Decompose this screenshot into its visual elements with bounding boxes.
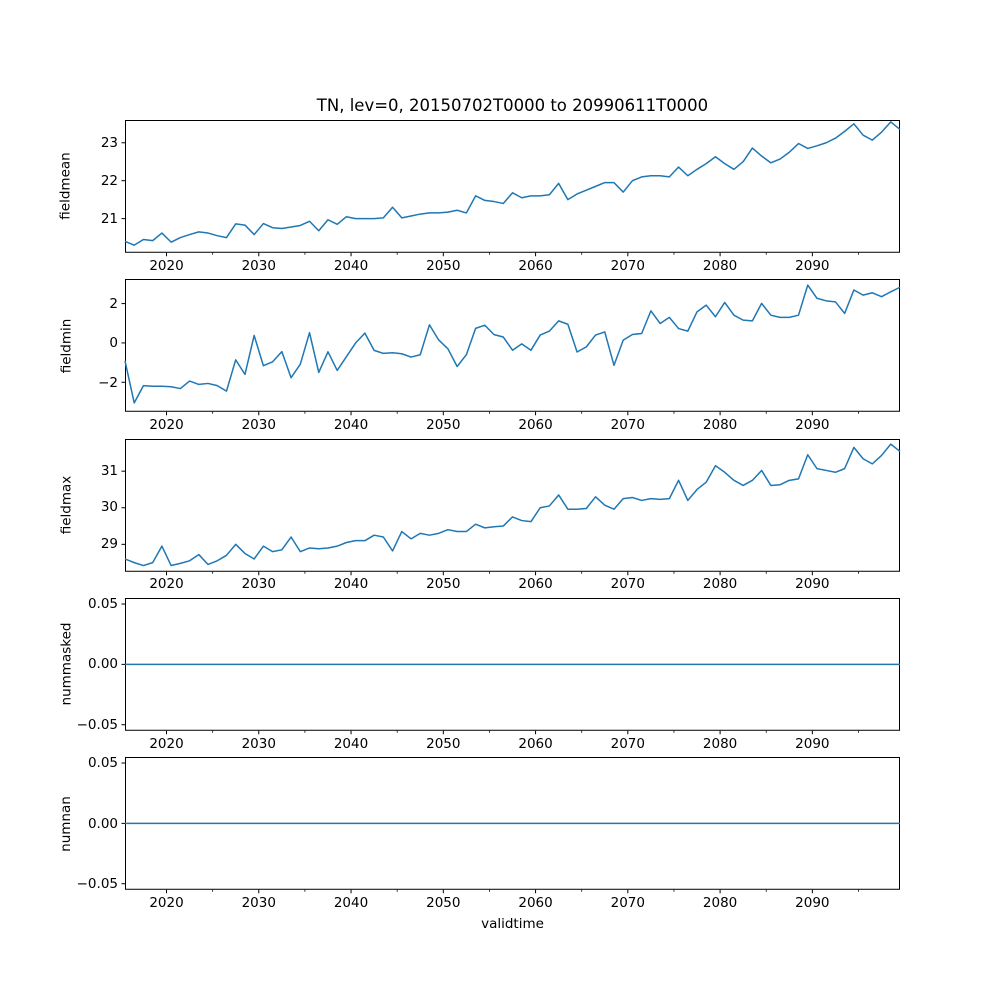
- y-axis-label-fieldmean: fieldmean: [54, 120, 78, 253]
- x-tick-label: 2030: [241, 257, 276, 274]
- x-tick-label: 2080: [702, 576, 738, 593]
- line-fieldmax: [124, 442, 901, 566]
- subplot-fieldmax: [121, 438, 901, 575]
- x-tick-label: 2050: [426, 257, 461, 274]
- x-tick-label: 2030: [241, 417, 276, 434]
- x-tick-label: 2090: [795, 417, 830, 434]
- x-tick-label: 2030: [241, 576, 276, 593]
- x-tick-label: 2050: [426, 735, 461, 752]
- y-tick-label: 23: [100, 134, 118, 151]
- subplot-numnan: [121, 757, 900, 894]
- x-tick-label: 2080: [702, 257, 738, 274]
- x-tick-label: 2020: [149, 895, 184, 911]
- y-tick-label: 0.05: [87, 595, 118, 612]
- figure-title: TN, lev=0, 20150702T0000 to 20990611T000…: [316, 96, 709, 115]
- x-tick-label: 2040: [333, 895, 369, 911]
- x-tick-label: 2070: [610, 257, 645, 274]
- y-axis-label-text: fieldmax: [58, 475, 75, 535]
- x-tick-label: 2030: [241, 735, 276, 752]
- x-tick-label: 2060: [518, 895, 553, 911]
- y-axis-label-text: numnan: [58, 795, 74, 852]
- x-tick-label: 2060: [518, 735, 553, 752]
- x-axis-label: validtime: [481, 916, 544, 932]
- x-tick-label: 2090: [795, 576, 830, 593]
- x-tick-label: 2040: [333, 257, 369, 274]
- y-tick-label: 0.00: [87, 815, 118, 832]
- x-tick-label: 2060: [518, 417, 553, 434]
- y-tick-label: −0.05: [76, 716, 118, 733]
- x-tick-label: 2070: [610, 895, 645, 911]
- x-tick-label: 2020: [149, 735, 184, 752]
- subplot-fieldmean: [121, 120, 901, 257]
- y-tick-label: 21: [100, 210, 118, 227]
- y-tick-label: 0.05: [87, 755, 118, 772]
- y-tick-label: 31: [100, 462, 118, 479]
- y-tick-label: 29: [100, 535, 118, 552]
- y-axis-label-text: nummasked: [58, 622, 74, 706]
- x-tick-label: 2060: [518, 576, 553, 593]
- y-tick-label: 0.00: [87, 656, 118, 673]
- y-tick-label: 2: [109, 295, 118, 312]
- plot-frame-fieldmin: [125, 279, 900, 413]
- x-tick-label: 2090: [795, 257, 830, 274]
- y-axis-label-text: fieldmean: [58, 152, 75, 221]
- x-tick-label: 2070: [610, 735, 645, 752]
- x-tick-label: 2050: [426, 417, 461, 434]
- y-axis-label-fieldmax: fieldmax: [54, 439, 78, 572]
- y-tick-label: −0.05: [76, 875, 118, 892]
- x-tick-label: 2060: [518, 257, 553, 274]
- x-tick-label: 2080: [702, 735, 738, 752]
- x-tick-label: 2030: [241, 895, 276, 911]
- x-tick-label: 2050: [426, 895, 461, 911]
- y-tick-label: 30: [100, 499, 118, 516]
- x-tick-label: 2050: [426, 576, 461, 593]
- x-tick-label: 2020: [149, 417, 184, 434]
- x-tick-label: 2040: [333, 735, 369, 752]
- x-tick-label: 2040: [333, 576, 369, 593]
- x-tick-label: 2090: [795, 735, 830, 752]
- y-tick-label: 22: [100, 172, 118, 189]
- y-tick-label: −2: [98, 374, 118, 391]
- y-axis-label-fieldmin: fieldmin: [54, 279, 78, 412]
- line-fieldmean: [124, 121, 901, 246]
- subplot-fieldmin: [121, 279, 901, 416]
- plot-frame-fieldmax: [125, 438, 900, 572]
- x-tick-label: 2020: [149, 257, 184, 274]
- x-tick-label: 2040: [333, 417, 369, 434]
- x-tick-label: 2080: [702, 417, 738, 434]
- y-tick-label: 0: [109, 335, 118, 352]
- line-fieldmin: [124, 284, 901, 404]
- plot-frame-fieldmean: [125, 120, 900, 253]
- x-tick-label: 2020: [149, 576, 184, 593]
- y-axis-label-numnan: numnan: [54, 757, 78, 890]
- subplot-nummasked: [121, 597, 900, 735]
- x-tick-label: 2070: [610, 417, 645, 434]
- x-tick-label: 2090: [795, 895, 830, 911]
- x-tick-label: 2080: [702, 895, 738, 911]
- y-axis-label-nummasked: nummasked: [54, 598, 78, 731]
- x-tick-label: 2070: [610, 576, 645, 593]
- y-axis-label-text: fieldmin: [58, 318, 74, 373]
